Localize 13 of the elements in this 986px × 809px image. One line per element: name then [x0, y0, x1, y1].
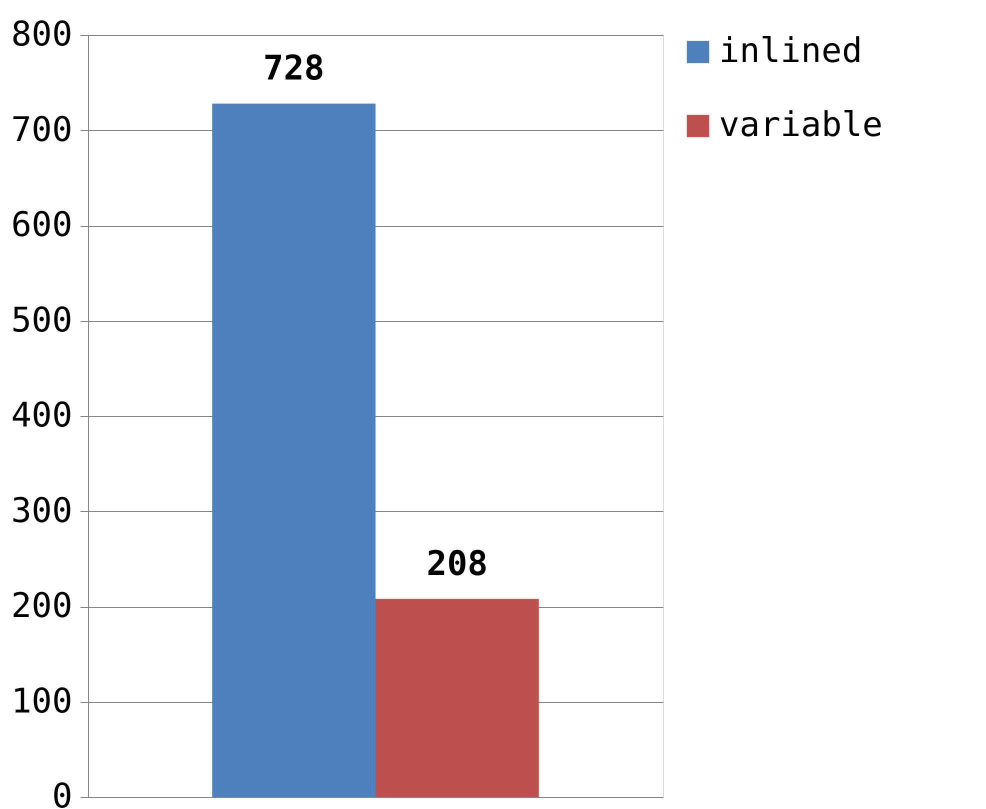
legend-label: variable	[719, 105, 883, 145]
legend-label: inlined	[719, 31, 862, 71]
data-label: 728	[263, 48, 325, 89]
y-tick-label: 800	[11, 14, 72, 54]
data-label: 208	[426, 544, 488, 584]
y-tick-label: 400	[11, 396, 72, 436]
y-tick-label: 300	[11, 490, 72, 531]
y-tick-label: 100	[11, 681, 72, 722]
y-tick-label: 700	[11, 110, 72, 150]
y-tick-label: 0	[52, 776, 72, 809]
y-tick-label: 600	[11, 205, 72, 245]
y-tick-label: 200	[11, 586, 72, 626]
y-tick-label: 500	[11, 300, 72, 340]
